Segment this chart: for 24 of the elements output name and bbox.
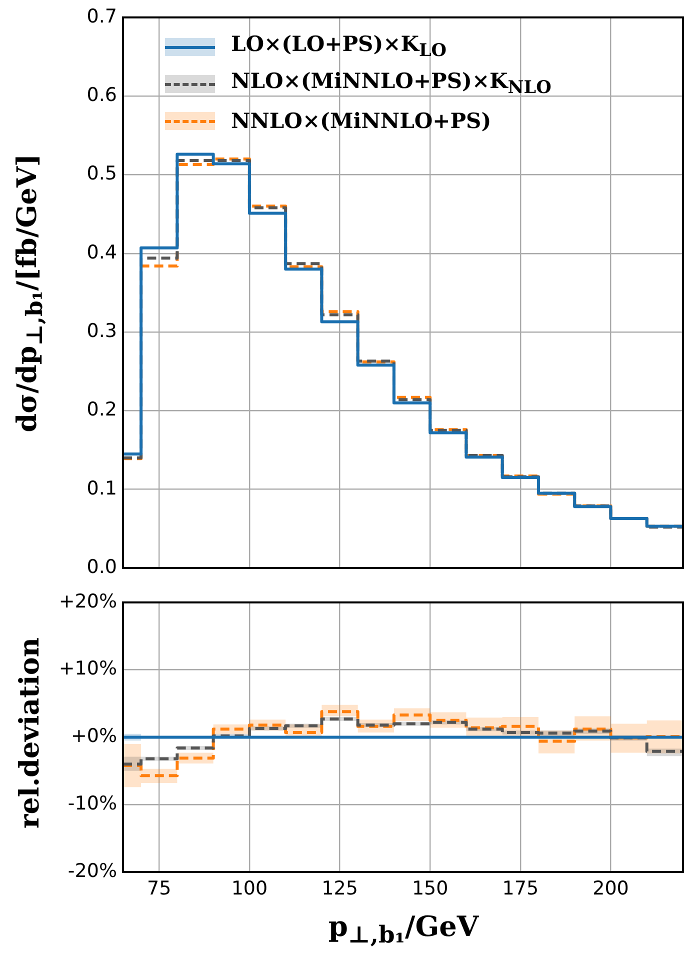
x-tick-label: 150 [412, 877, 448, 900]
y-tick-label: 0.4 [86, 241, 117, 264]
y-tick-label: +10% [58, 658, 117, 680]
y-tick-label: 0.2 [86, 398, 117, 421]
y-tick-label: +20% [58, 590, 117, 612]
y-axis-title: rel.deviation [14, 638, 46, 828]
y-tick-label: 0.0 [86, 556, 117, 578]
x-tick-label: 175 [502, 877, 539, 900]
y-tick-label: 0.7 [86, 5, 117, 28]
legend-label: NNLO×(MiNNLO+PS) [231, 108, 492, 133]
x-tick-label: 200 [592, 877, 629, 900]
x-axis-title: p$_{⊥,b₁}$/GeV [328, 910, 479, 949]
y-tick-label: -20% [68, 860, 117, 882]
y-tick-label: -10% [68, 792, 117, 815]
y-tick-label: 0.3 [86, 320, 117, 342]
x-tick-label: 75 [147, 877, 172, 900]
y-tick-label: 0.6 [86, 84, 117, 106]
legend-label: NLO×(MiNNLO+PS)×K$_{NLO}$ [231, 68, 552, 99]
x-tick-label: 125 [322, 877, 358, 900]
legend-label: LO×(LO+PS)×K$_{LO}$ [231, 31, 447, 62]
y-tick-label: 0.1 [86, 477, 117, 500]
y-tick-label: 0.5 [86, 162, 117, 185]
x-tick-label: 100 [231, 877, 268, 900]
y-tick-label: +0% [70, 725, 117, 748]
